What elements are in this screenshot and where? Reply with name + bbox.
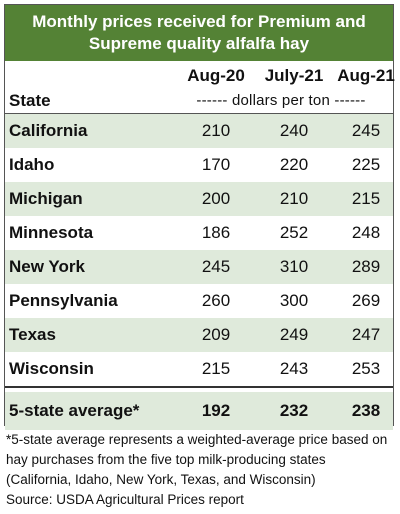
price-cell-july-21: 252	[279, 223, 309, 242]
price-cell-aug-21: 248	[351, 223, 381, 242]
title-line-2: Supreme quality alfalfa hay	[88, 34, 310, 53]
price-cell-aug-21: 289	[351, 257, 381, 276]
average-divider	[5, 386, 393, 388]
price-cell-aug-20: 186	[201, 223, 231, 242]
average-row-label: 5-state average*	[9, 401, 140, 420]
state-name: Idaho	[9, 155, 55, 174]
table-row: New York 245 310 289	[5, 250, 393, 284]
column-header-july-21: July-21	[264, 66, 324, 85]
table-row: Wisconsin 215 243 253	[5, 352, 393, 386]
state-column-header: State	[9, 91, 51, 110]
footnote-line-2: hay purchases from the five top milk-pro…	[6, 452, 326, 467]
footnote-line-1: *5-state average represents a weighted-a…	[6, 432, 388, 447]
state-name: California	[9, 121, 88, 140]
source-note: Source: USDA Agricultural Prices report	[6, 492, 244, 507]
price-cell-aug-20: 260	[201, 291, 231, 310]
footnote-line-3: (California, Idaho, New York, Texas, and…	[6, 472, 316, 487]
table-row: Minnesota 186 252 248	[5, 216, 393, 250]
title-line-1: Monthly prices received for Premium and	[32, 12, 366, 31]
state-name: Minnesota	[9, 223, 94, 242]
price-cell-aug-20: 215	[201, 359, 231, 378]
price-cell-july-21: 220	[279, 155, 309, 174]
price-cell-aug-21: 253	[351, 359, 381, 378]
state-name: Wisconsin	[9, 359, 94, 378]
price-cell-aug-20: 170	[201, 155, 231, 174]
price-cell-july-21: 300	[279, 291, 309, 310]
table-title: Monthly prices received for Premium and …	[5, 5, 393, 61]
average-value-july-21: 232	[279, 401, 309, 420]
state-name: Michigan	[9, 189, 83, 208]
units-label: ------ dollars per ton ------	[196, 92, 366, 109]
price-cell-aug-21: 225	[351, 155, 381, 174]
price-cell-aug-20: 245	[201, 257, 231, 276]
header-divider	[5, 113, 393, 114]
price-cell-aug-20: 200	[201, 189, 231, 208]
price-cell-july-21: 249	[279, 325, 309, 344]
footnote: *5-state average represents a weighted-a…	[6, 430, 394, 510]
state-name: Pennsylvania	[9, 291, 118, 310]
price-cell-aug-21: 215	[351, 189, 381, 208]
price-cell-july-21: 240	[279, 121, 309, 140]
state-name: Texas	[9, 325, 56, 344]
price-cell-july-21: 210	[279, 189, 309, 208]
average-value-aug-21: 238	[351, 401, 381, 420]
table-row: Michigan 200 210 215	[5, 182, 393, 216]
average-value-aug-20: 192	[201, 401, 231, 420]
price-table: Monthly prices received for Premium and …	[4, 4, 395, 430]
price-cell-aug-20: 210	[201, 121, 231, 140]
table-row: Pennsylvania 260 300 269	[5, 284, 393, 318]
price-cell-july-21: 243	[279, 359, 309, 378]
price-cell-aug-21: 247	[351, 325, 381, 344]
average-row: 5-state average* 192 232 238	[5, 392, 393, 430]
table-row: California 210 240 245	[5, 114, 393, 148]
column-header-aug-20: Aug-20	[187, 66, 245, 85]
price-cell-aug-21: 245	[351, 121, 381, 140]
price-cell-aug-21: 269	[351, 291, 381, 310]
table-row: Idaho 170 220 225	[5, 148, 393, 182]
price-cell-aug-20: 209	[201, 325, 231, 344]
table-row: Texas 209 249 247	[5, 318, 393, 352]
column-header-aug-21: Aug-21	[337, 66, 395, 85]
price-cell-july-21: 310	[279, 257, 309, 276]
state-name: New York	[9, 257, 85, 276]
